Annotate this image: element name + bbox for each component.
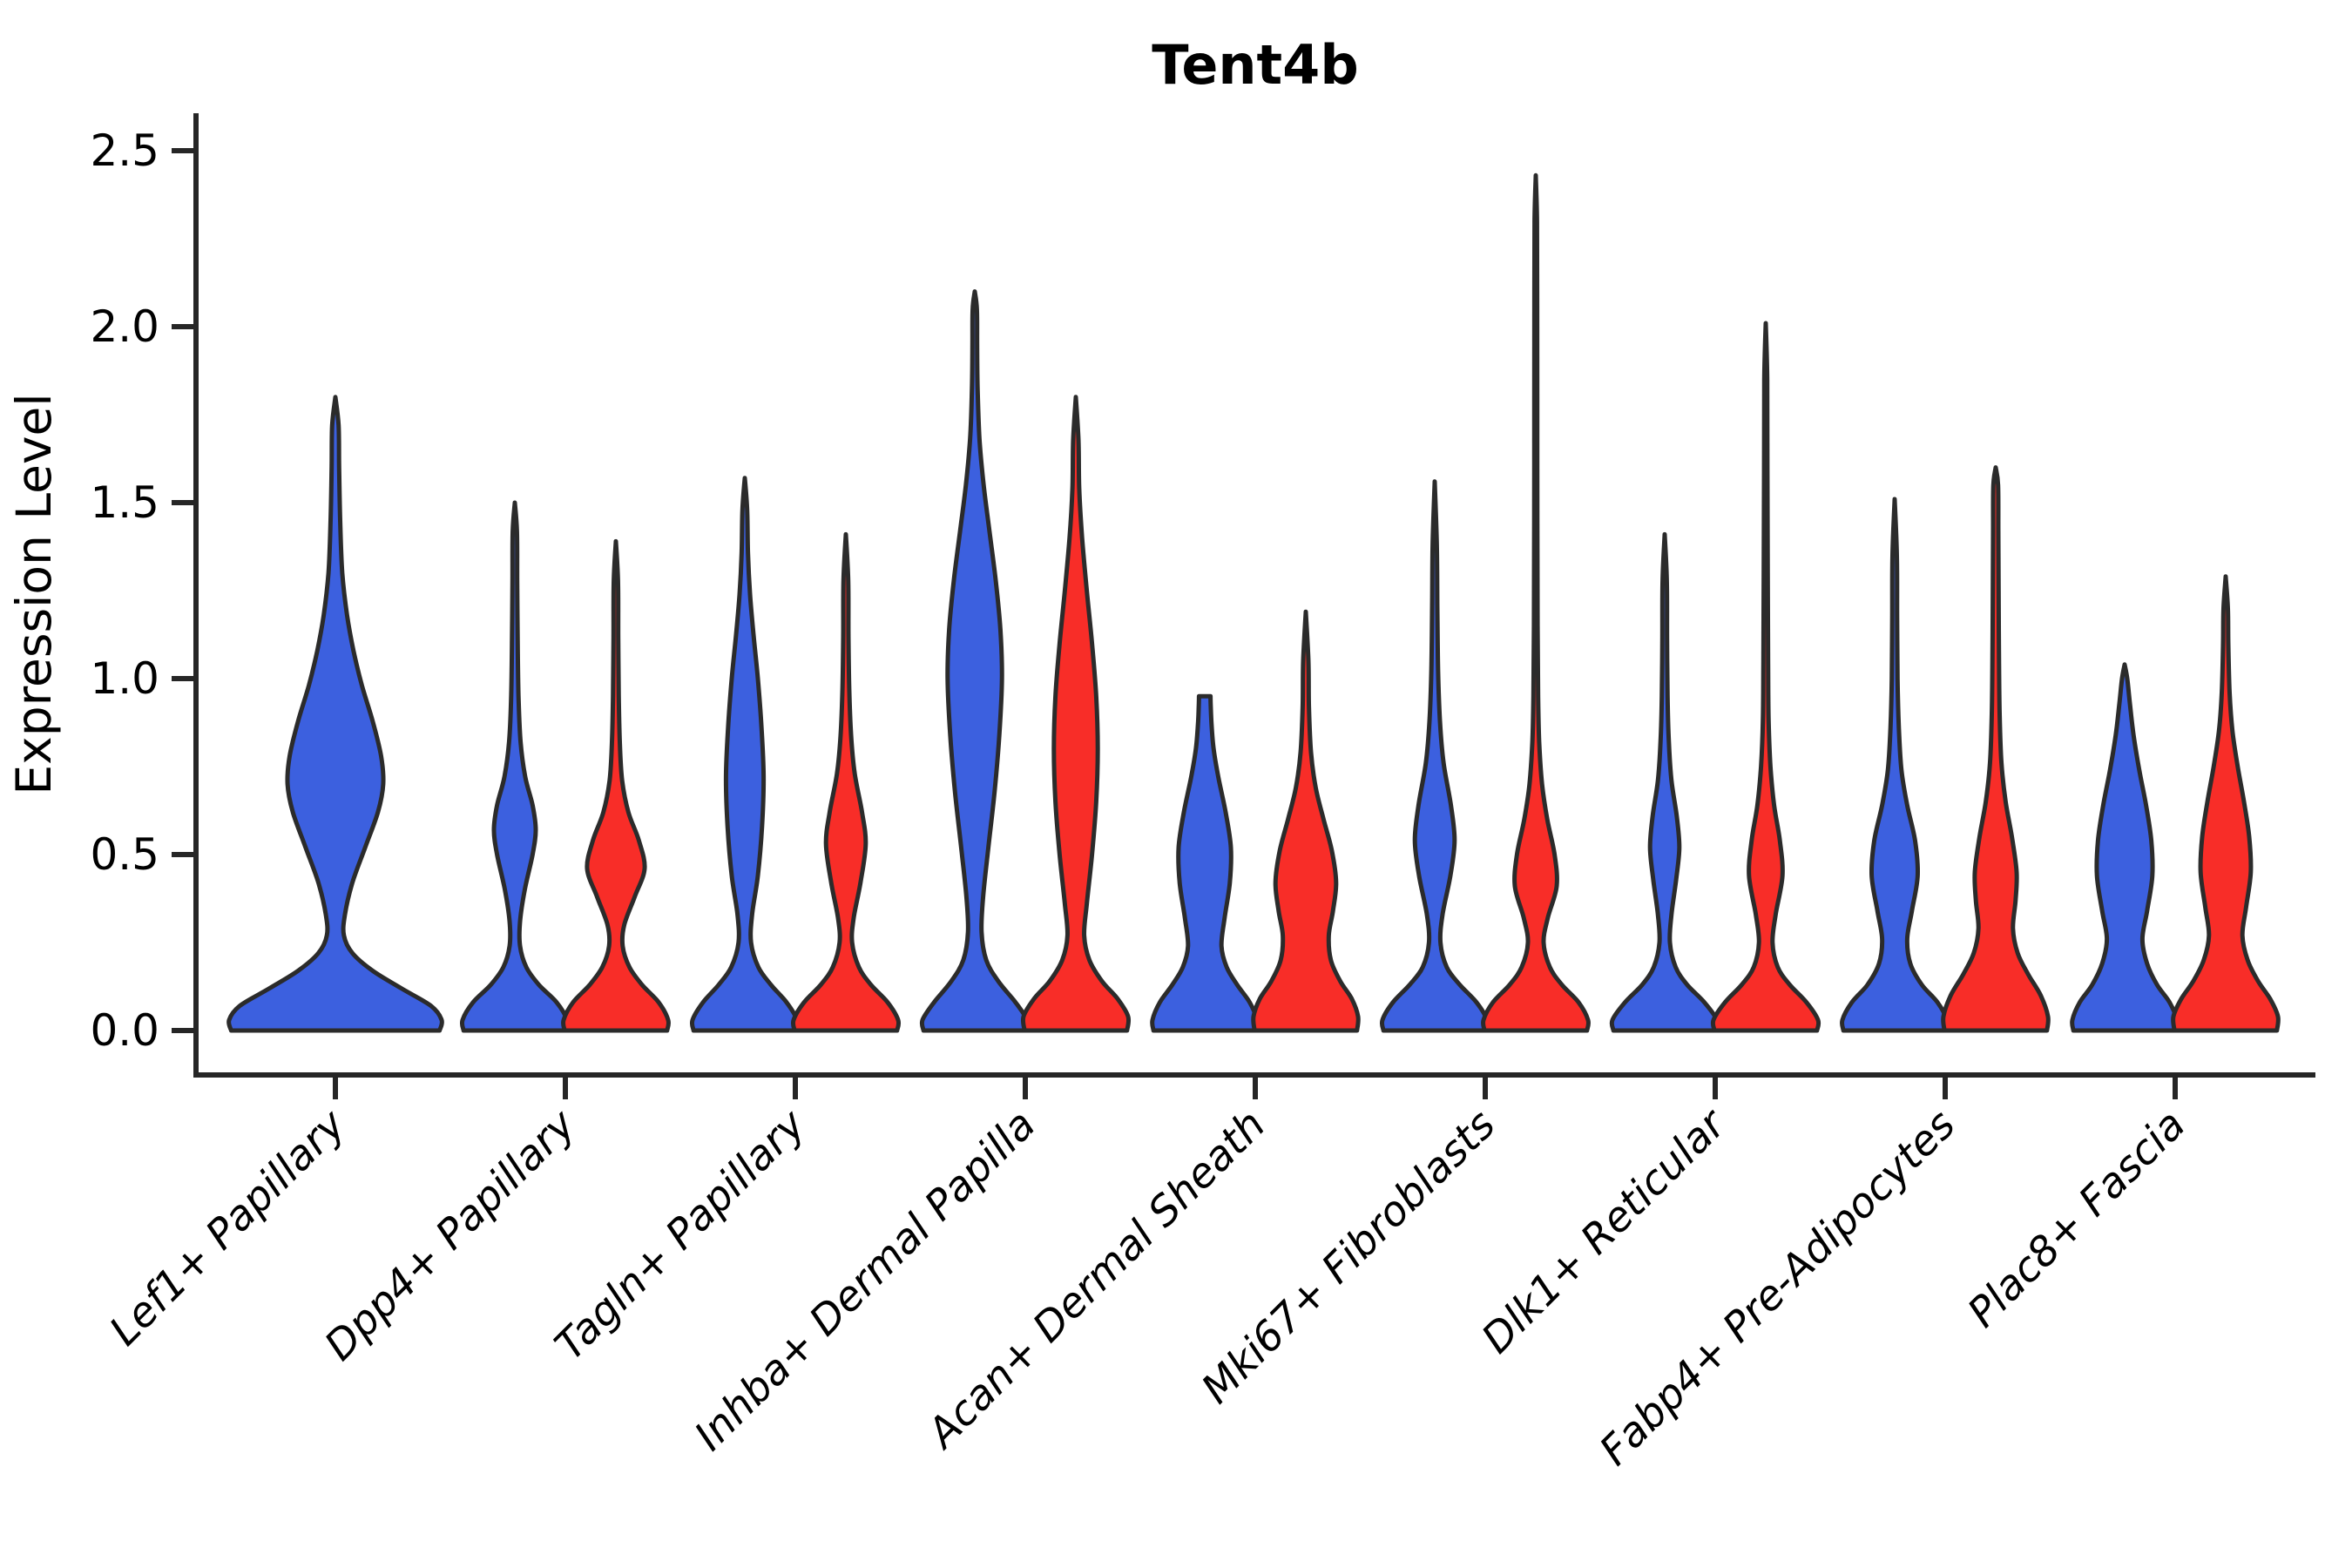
violin-acan-dermal-sheath-blue (1150, 693, 1260, 1033)
violins-layer (226, 172, 2281, 1033)
violin-lef1-papillary-blue (226, 395, 444, 1033)
violin-dlk1-reticular-blue (1609, 531, 1720, 1033)
chart-title: Tent4b (1152, 33, 1358, 97)
violin-mki67-fibroblasts-blue (1379, 479, 1490, 1033)
y-tick-label: 0.0 (90, 1005, 159, 1056)
violin-inhba-dermal-papilla-red (1020, 395, 1132, 1033)
axis-spines (193, 113, 2315, 1078)
violin-dpp4-papillary-blue (459, 500, 571, 1033)
y-tick-label: 0.5 (90, 829, 159, 880)
violin-dpp4-papillary-red (560, 538, 672, 1033)
violin-plac8-fascia-red (2171, 574, 2281, 1033)
y-tick-label: 2.5 (90, 125, 159, 176)
violin-mki67-fibroblasts-red (1480, 172, 1592, 1033)
violin-inhba-dermal-papilla-blue (919, 289, 1031, 1033)
y-tick-label: 1.5 (90, 477, 159, 528)
y-tick-label: 2.0 (90, 301, 159, 352)
violin-fabp4-pre-adipocytes-blue (1839, 497, 1950, 1033)
violin-plac8-fascia-blue (2070, 662, 2180, 1033)
violin-dlk1-reticular-red (1710, 321, 1821, 1033)
violin-acan-dermal-sheath-red (1251, 609, 1361, 1033)
y-tick-label: 1.0 (90, 653, 159, 704)
y-axis-ticks: 0.0 0.5 1.0 1.5 2.0 2.5 (90, 125, 196, 1056)
axes-layer (193, 113, 2315, 1078)
violin-fabp4-pre-adipocytes-red (1941, 465, 2051, 1033)
violin-tagln-papillary-blue (689, 476, 801, 1033)
y-axis-label: Expression Level (6, 393, 62, 794)
violin-tagln-papillary-red (790, 531, 902, 1033)
